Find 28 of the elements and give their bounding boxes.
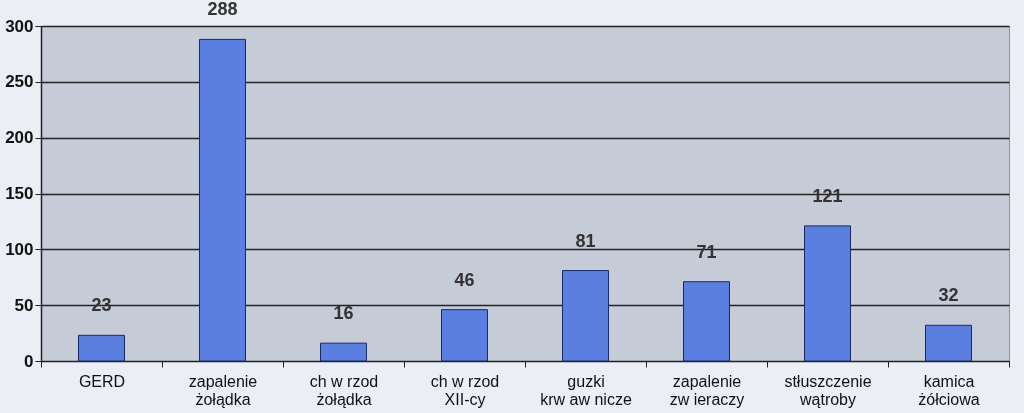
data-label: 81 — [575, 230, 596, 251]
data-label: 288 — [207, 0, 238, 20]
bar — [683, 281, 730, 362]
y-tick-label: 200 — [5, 128, 34, 148]
x-tick-label: stłuszczenie wątroby — [784, 372, 872, 408]
data-label: 16 — [333, 303, 354, 324]
bar — [925, 324, 972, 362]
bar — [804, 225, 851, 362]
bar — [320, 342, 367, 362]
x-tick-label: ch w rzod żołądka — [309, 372, 379, 408]
x-tick-label: kamica żółciowa — [918, 372, 980, 408]
x-tick-label: guzki krw aw nicze — [540, 372, 632, 408]
bar — [441, 309, 488, 362]
y-tick-label: 300 — [5, 16, 34, 36]
y-tick-label: 150 — [5, 184, 34, 203]
bar — [562, 270, 609, 362]
bar — [199, 38, 246, 362]
x-tick-label: GERD — [78, 372, 126, 390]
y-tick-label: 50 — [14, 295, 34, 315]
data-label: 46 — [454, 269, 475, 290]
data-label: 32 — [938, 285, 959, 306]
bar — [78, 334, 125, 362]
x-tick-label: zapalenie żołądka — [188, 372, 258, 408]
y-tick-label: 0 — [24, 351, 34, 371]
x-tick-label: zapalenie zw ieraczy — [669, 372, 745, 408]
x-tick-label: ch w rzod XII-cy — [430, 372, 500, 408]
y-tick-label: 100 — [5, 239, 34, 259]
y-tick-label: 250 — [5, 72, 34, 92]
